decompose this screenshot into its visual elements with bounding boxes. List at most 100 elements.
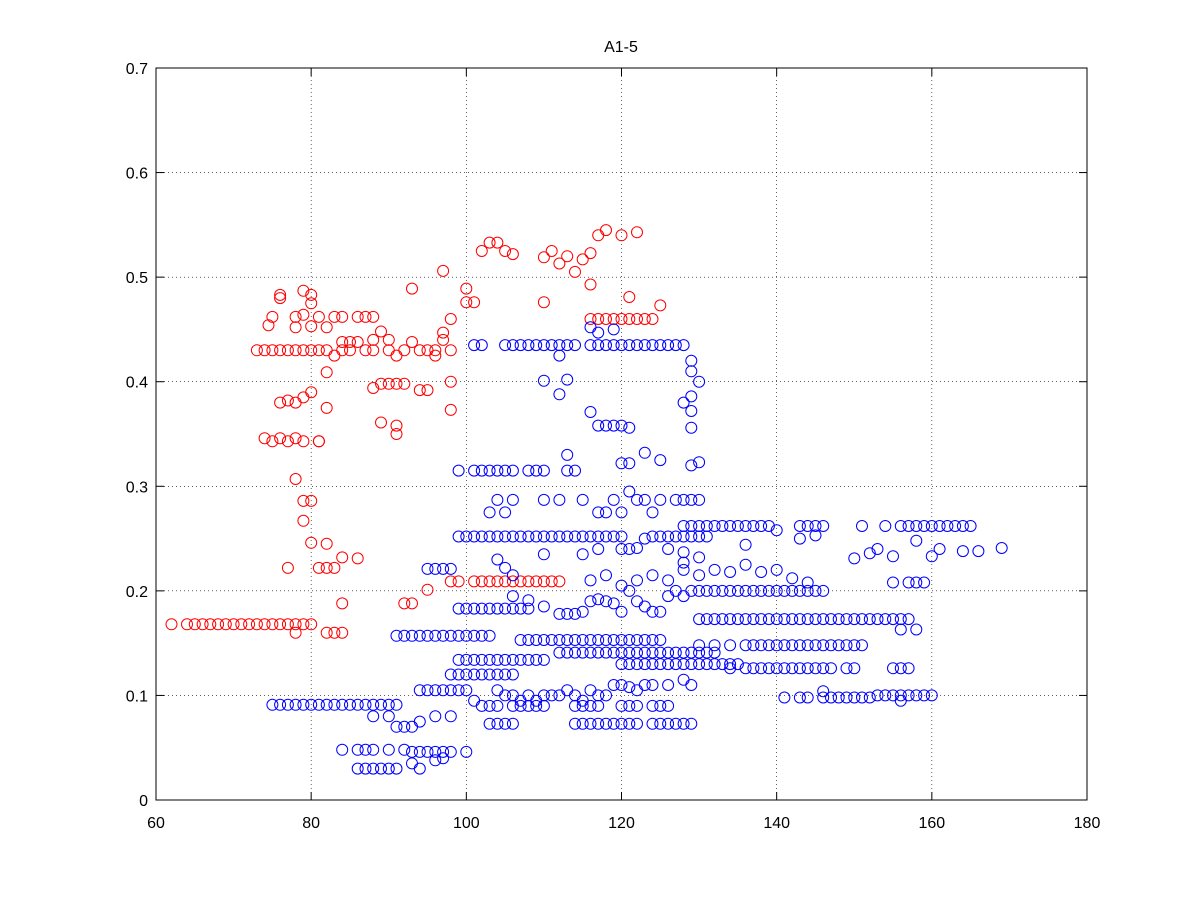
scatter-point (762, 613, 775, 626)
scatter-point (638, 658, 651, 671)
scatter-point (623, 457, 636, 470)
scatter-point (320, 626, 333, 639)
scatter-point (615, 506, 628, 519)
scatter-point (444, 668, 457, 681)
scatter-point (685, 717, 698, 730)
scatter-point (468, 339, 481, 352)
scatter-point (460, 653, 473, 666)
scatter-point (367, 310, 380, 323)
scatter-point (444, 403, 457, 416)
scatter-point (514, 575, 527, 588)
scatter-point (894, 623, 907, 636)
scatter-point (693, 584, 706, 597)
scatter-point (204, 618, 217, 631)
scatter-point (499, 602, 512, 615)
scatter-point (553, 646, 566, 659)
scatter-point (638, 532, 651, 545)
scatter-point (615, 339, 628, 352)
scatter-point (755, 584, 768, 597)
scatter-point (724, 584, 737, 597)
scatter-point (375, 416, 387, 429)
scatter-point (685, 365, 698, 378)
scatter-point (638, 493, 651, 506)
scatter-point (918, 576, 931, 589)
scatter-point (662, 717, 675, 730)
scatter-point (592, 717, 605, 730)
scatter-point (367, 333, 380, 346)
scatter-point (584, 634, 597, 646)
scatter-point (615, 419, 628, 432)
scatter-point (506, 590, 519, 603)
scatter-point (863, 547, 876, 560)
scatter-point (576, 646, 589, 659)
scatter-point (460, 296, 473, 309)
scatter-point (375, 698, 387, 711)
scatter-point (685, 493, 698, 506)
y-tick-labels: 0 0.1 0.2 0.3 0.4 0.5 0.6 0.7 (126, 61, 148, 810)
scatter-point (654, 634, 667, 646)
scatter-point (786, 572, 799, 585)
scatter-point (623, 681, 636, 694)
scatter-point (305, 344, 318, 357)
scatter-point (809, 613, 822, 626)
scatter-point (910, 689, 923, 702)
scatter-point (390, 428, 403, 440)
scatter-point (770, 563, 783, 576)
scatter-point (483, 629, 496, 642)
scatter-point (367, 743, 380, 756)
scatter-point (328, 626, 341, 639)
scatter-point (421, 562, 434, 575)
scatter-point (444, 684, 457, 697)
scatter-point (165, 618, 178, 631)
scatter-point (933, 520, 946, 532)
scatter-point (367, 762, 380, 775)
scatter-point (429, 349, 442, 362)
scatter-point (351, 698, 364, 711)
scatter-point (755, 662, 768, 675)
scatter-point (328, 310, 341, 323)
scatter-point (646, 506, 659, 519)
scatter-point (685, 584, 698, 597)
scatter-point (483, 575, 496, 588)
scatter-point (887, 613, 899, 626)
scatter-point (584, 646, 597, 659)
scatter-point (724, 658, 737, 671)
scatter-point (289, 432, 302, 445)
scatter-point (281, 344, 294, 357)
scatter-point (755, 613, 768, 626)
scatter-point (825, 639, 837, 652)
scatter-point (662, 658, 675, 671)
scatter-point (320, 321, 333, 334)
scatter-point (274, 396, 287, 409)
scatter-point (762, 520, 775, 532)
scatter-point (700, 658, 713, 671)
scatter-point (413, 629, 426, 642)
scatter-point (297, 698, 310, 711)
scatter-point (631, 658, 643, 671)
scatter-point (631, 574, 643, 587)
scatter-point (553, 257, 566, 270)
scatter-point (693, 375, 706, 388)
scatter-point (646, 717, 659, 730)
scatter-point (724, 662, 737, 675)
scatter-point (662, 339, 675, 352)
scatter-point (305, 297, 318, 310)
scatter-point (367, 344, 380, 357)
scatter-point (437, 629, 450, 642)
scatter-point (468, 296, 481, 309)
scatter-point (856, 613, 868, 626)
scatter-point (522, 339, 535, 352)
scatter-point (553, 634, 566, 646)
scatter-point (305, 320, 318, 333)
scatter-point (460, 629, 473, 642)
scatter-point (522, 530, 535, 543)
scatter-point (499, 717, 512, 730)
x-tick-label: 100 (453, 815, 480, 832)
scatter-point (615, 313, 628, 325)
scatter-point (382, 743, 395, 756)
scatter-point (739, 584, 752, 597)
scatter-point (654, 339, 667, 352)
scatter-point (793, 584, 806, 597)
scatter-point (724, 566, 737, 578)
